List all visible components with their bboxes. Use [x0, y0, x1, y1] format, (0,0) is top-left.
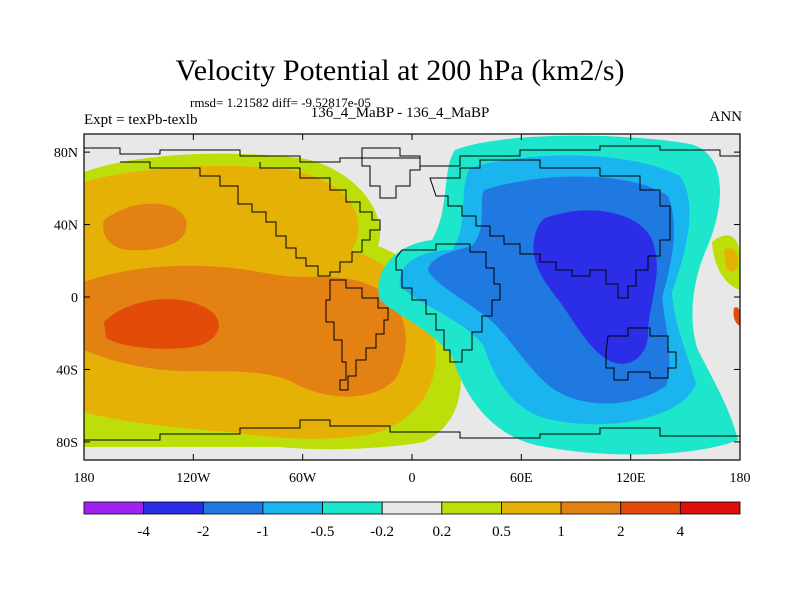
lat-tick-label: 40S: [56, 363, 78, 378]
lon-tick-label: 60E: [510, 471, 533, 486]
coast-south-america: [325, 279, 389, 391]
colorbar-swatch: [560, 501, 622, 515]
colorbar-swatch: [322, 501, 383, 515]
lat-tick-label: 80S: [56, 436, 78, 451]
contour-pos-1: [84, 265, 406, 397]
coast-north-america: [120, 161, 381, 277]
contour-neg-2: [533, 210, 657, 364]
colorbar: -4 -2 -1 -0.5 -0.2 0.2 0.5 1 2 4: [83, 501, 741, 540]
lon-tick-label: 0: [409, 471, 416, 486]
colorbar-swatch: [381, 501, 443, 515]
colorbar-label: 2: [617, 524, 625, 540]
plot-title: Velocity Potential at 200 hPa (km2/s): [175, 54, 625, 87]
contour-field: [84, 134, 740, 460]
lon-tick-label: 180: [74, 471, 95, 486]
coast-eurasia: [429, 159, 671, 299]
colorbar-swatch: [620, 501, 681, 515]
coastlines: [84, 145, 740, 441]
coast-australia: [605, 327, 677, 381]
lon-tick-label: 60W: [289, 471, 317, 486]
colorbar-label: -0.2: [370, 524, 394, 540]
lon-tick-label: 120E: [616, 471, 646, 486]
case-label: 136_4_MaBP - 136_4_MaBP: [310, 105, 490, 121]
colorbar-label: 4: [677, 524, 685, 540]
contour-pos-1-north: [103, 203, 187, 251]
lon-tick-label: 120W: [176, 471, 211, 486]
experiment-label: Expt = texPb-texlb: [84, 112, 198, 128]
season-label: ANN: [709, 109, 743, 125]
contour-east-edge-orange: [724, 248, 738, 272]
coast-africa: [395, 243, 501, 363]
contour-east-edge-red: [733, 307, 740, 326]
colorbar-swatch: [262, 501, 323, 515]
colorbar-label: 0.5: [492, 524, 511, 540]
lat-tick-label: 0: [71, 291, 78, 306]
colorbar-swatch: [83, 501, 145, 515]
lat-tick-label: 80N: [54, 146, 78, 161]
lat-tick-label: 40N: [54, 219, 78, 234]
lat-axis: 80N 40N 0 40S 80S: [54, 146, 740, 451]
colorbar-swatch: [501, 501, 562, 515]
stats-text: rmsd= 1.21582 diff= -9.52817e-05: [190, 95, 371, 110]
contour-pos-2: [104, 299, 219, 349]
colorbar-label: -4: [137, 524, 150, 540]
colorbar-label: -2: [197, 524, 210, 540]
coast-greenland: [361, 147, 421, 199]
coast-antarctica: [84, 419, 740, 441]
colorbar-label: 0.2: [432, 524, 451, 540]
lon-axis: 180 120W 60W 0 60E 120E 180: [74, 134, 751, 486]
lon-tick-label: 180: [730, 471, 751, 486]
colorbar-label: -0.5: [311, 524, 335, 540]
colorbar-swatch: [679, 501, 741, 515]
colorbar-swatch: [441, 501, 502, 515]
colorbar-label: -1: [257, 524, 270, 540]
colorbar-swatch: [202, 501, 264, 515]
colorbar-label: 1: [557, 524, 565, 540]
colorbar-swatch: [143, 501, 204, 515]
